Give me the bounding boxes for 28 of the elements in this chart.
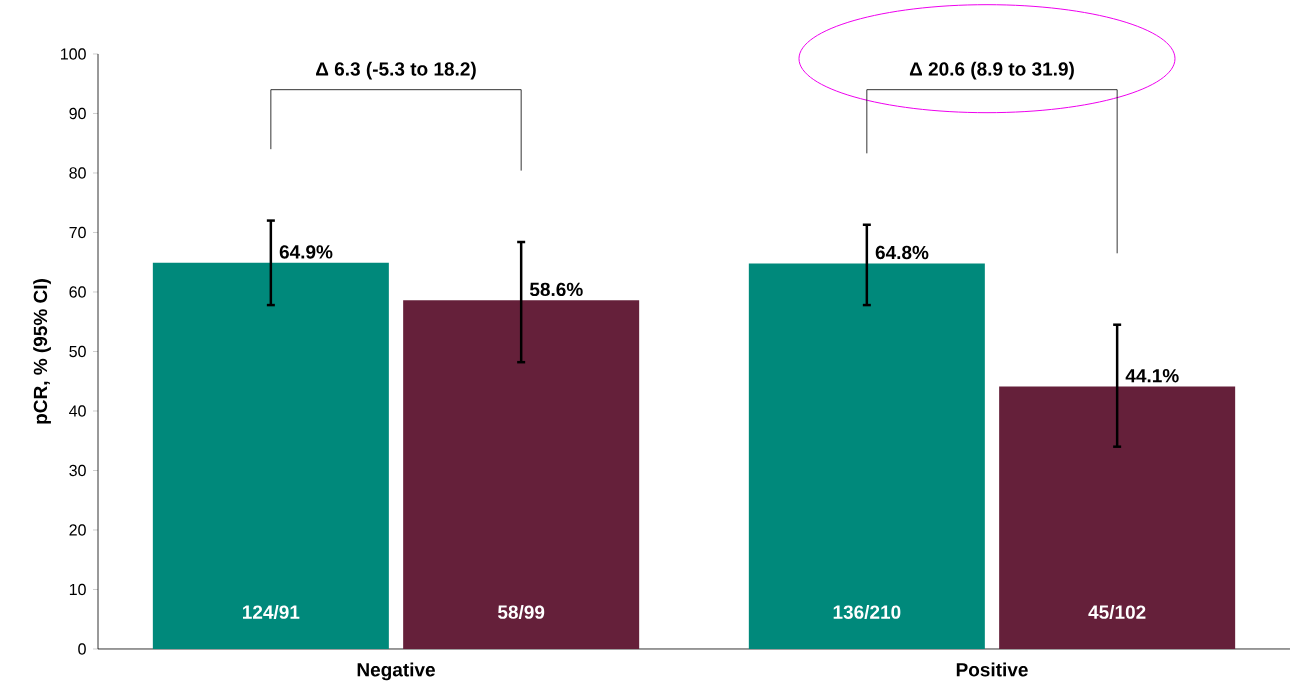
y-tick-label: 30 (69, 464, 86, 477)
y-tick-label: 40 (69, 405, 86, 417)
annotation: 136/210 (833, 604, 901, 620)
y-tick-label: 10 (69, 583, 86, 596)
y-axis-title: pCR, % (95% CI) (33, 279, 51, 424)
y-tick-label: 20 (69, 524, 86, 536)
x-tick-label: Negative (357, 662, 435, 681)
data-label: 64.8% (875, 245, 929, 260)
bar (152, 262, 389, 649)
annotation: Δ 20.6 (8.9 to 31.9) (909, 61, 1074, 80)
y-tick-label: 80 (69, 167, 86, 179)
data-label: 44.1% (1125, 369, 1179, 383)
y-tick-label: 0 (78, 643, 86, 655)
x-tick-label: Positive (956, 662, 1028, 677)
y-tick-label: 70 (69, 226, 86, 239)
y-tick-label: 50 (69, 345, 86, 358)
data-label: 64.9% (279, 245, 333, 259)
y-tick-label: 60 (69, 286, 86, 298)
y-tick-label: 100 (61, 48, 86, 60)
annotation: 58/99 (497, 604, 545, 620)
annotation: Δ 6.3 (-5.3 to 18.2) (316, 61, 476, 80)
annotation: 124/91 (242, 604, 300, 620)
data-label: 58.6% (529, 282, 583, 297)
y-tick-label: 90 (69, 107, 86, 120)
bar (748, 263, 985, 649)
annotation: 45/102 (1088, 604, 1146, 620)
bar (999, 386, 1236, 649)
bar (403, 300, 640, 649)
